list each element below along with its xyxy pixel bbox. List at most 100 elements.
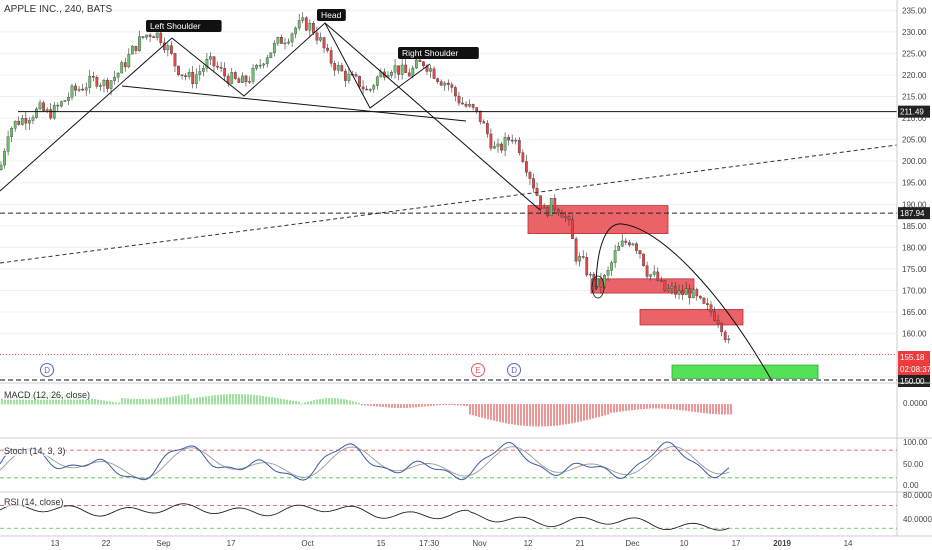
chart-title: APPLE INC., 240, BATS xyxy=(4,4,113,15)
right-shoulder-label: Right Shoulder xyxy=(402,48,458,58)
candle-down xyxy=(638,250,642,255)
candle-up xyxy=(393,65,397,73)
candle-up xyxy=(35,108,38,118)
y-tick-label: 215.00 xyxy=(902,93,927,102)
candle-up xyxy=(209,56,212,60)
candle-up xyxy=(411,67,415,77)
candle-down xyxy=(567,216,571,220)
candle-down xyxy=(219,67,223,69)
rsi-axis-80: 80.0000 xyxy=(903,491,932,500)
candle-down xyxy=(723,331,727,341)
event-marker xyxy=(40,363,54,377)
candle-up xyxy=(390,72,393,76)
y-tick-label: 225.00 xyxy=(902,49,927,58)
candle-up xyxy=(67,97,70,101)
candle-down xyxy=(635,243,638,251)
y-tick-label: 190.00 xyxy=(902,200,927,209)
candle-down xyxy=(333,63,337,71)
candle-down xyxy=(49,109,53,119)
candle-up xyxy=(251,68,255,82)
candle-down xyxy=(312,23,315,34)
candle-down xyxy=(397,65,400,75)
x-tick-label: 21 xyxy=(576,539,585,548)
candle-down xyxy=(418,59,422,62)
candle-up xyxy=(120,62,124,74)
candle-down xyxy=(17,120,21,125)
candle-up xyxy=(287,41,290,44)
candle-down xyxy=(340,65,344,72)
candle-down xyxy=(81,88,85,91)
candle-down xyxy=(233,72,237,79)
candle-down xyxy=(592,273,596,287)
candle-down xyxy=(482,121,486,124)
badge-188: 187.94 xyxy=(900,209,925,218)
candle-up xyxy=(255,64,258,69)
candle-up xyxy=(116,72,120,78)
badge-211: 211.49 xyxy=(900,108,924,117)
candle-down xyxy=(478,110,482,122)
candle-down xyxy=(688,288,692,299)
candle-up xyxy=(241,75,244,83)
head-shoulders-lines xyxy=(0,22,431,192)
candle-down xyxy=(659,280,663,282)
event-marker-label: E xyxy=(475,366,480,375)
x-tick-label: Oct xyxy=(301,539,314,548)
candle-up xyxy=(564,216,567,218)
candle-up xyxy=(20,117,24,125)
candle-up xyxy=(63,100,67,102)
y-tick-label: 175.00 xyxy=(902,265,927,274)
candle-down xyxy=(521,152,525,162)
candle-down xyxy=(656,271,660,281)
x-tick-label: 17 xyxy=(227,539,236,548)
y-tick-label: 185.00 xyxy=(902,222,927,231)
candle-up xyxy=(194,74,198,84)
candle-down xyxy=(237,78,241,83)
candle-down xyxy=(42,102,45,111)
badge-countdown: 02:08:37 xyxy=(900,365,932,374)
badge-211-bg xyxy=(898,105,930,118)
candle-up xyxy=(620,240,624,247)
candle-up xyxy=(6,136,10,152)
candle-up xyxy=(617,246,621,251)
candle-down xyxy=(720,323,724,333)
candle-up xyxy=(13,120,17,129)
dashed-trendline xyxy=(0,144,898,264)
y-tick-label: 195.00 xyxy=(902,179,927,188)
candle-up xyxy=(549,198,553,216)
candle-up xyxy=(301,17,305,21)
candle-up xyxy=(28,120,31,124)
candle-down xyxy=(91,76,95,78)
candle-up xyxy=(77,88,81,91)
candle-down xyxy=(546,207,550,216)
candle-up xyxy=(652,271,656,275)
x-tick-label: Dec xyxy=(625,539,639,548)
candle-up xyxy=(290,33,294,43)
x-tick-label: Sep xyxy=(156,539,171,548)
candle-up xyxy=(375,76,379,86)
candle-down xyxy=(556,209,560,214)
head-label-bg xyxy=(317,9,346,21)
candle-up xyxy=(187,71,191,77)
candle-down xyxy=(56,104,60,107)
rsi-axis-40: 40.0000 xyxy=(903,515,932,524)
event-marker xyxy=(471,363,485,377)
candle-up xyxy=(3,151,6,166)
candle-down xyxy=(343,70,347,81)
candle-down xyxy=(471,104,475,108)
candle-down xyxy=(407,72,411,77)
candle-down xyxy=(123,62,127,68)
candle-down xyxy=(510,139,514,142)
candle-down xyxy=(326,47,329,51)
bottom-circle xyxy=(591,275,605,299)
candle-up xyxy=(319,37,322,41)
candle-up xyxy=(59,101,63,107)
candle-up xyxy=(10,128,14,137)
candle-up xyxy=(297,20,301,29)
candle-up xyxy=(496,143,500,147)
candle-down xyxy=(304,17,308,31)
candle-up xyxy=(201,68,205,72)
candle-up xyxy=(691,289,695,299)
head-label: Head xyxy=(321,10,342,20)
candle-down xyxy=(361,86,365,90)
stoch-axis-50: 50.00 xyxy=(903,460,924,469)
